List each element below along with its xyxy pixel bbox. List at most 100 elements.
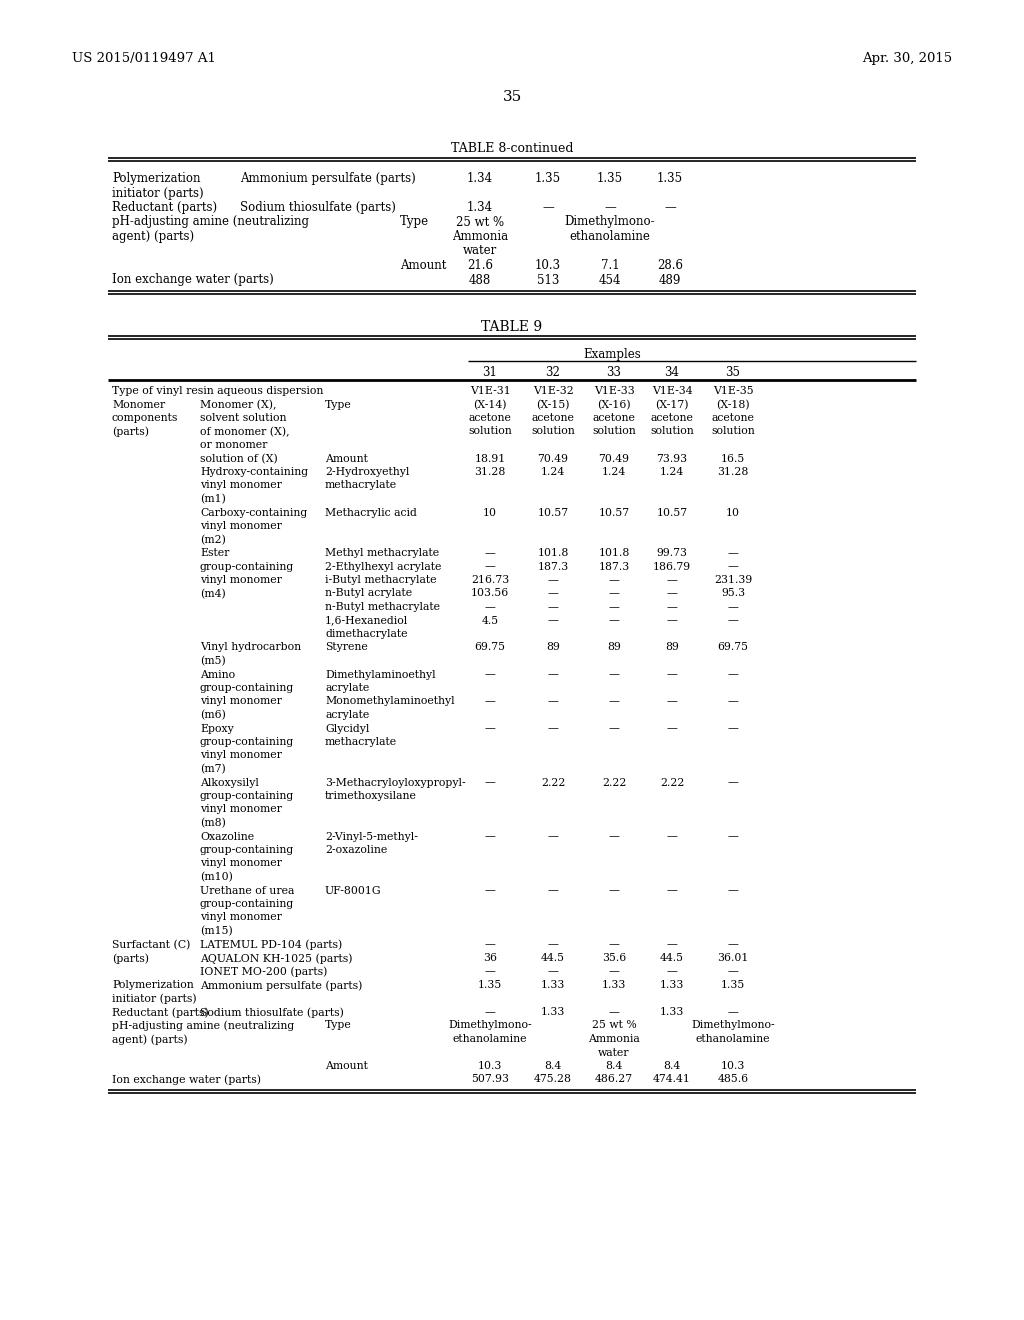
Text: group-containing: group-containing [200,791,294,801]
Text: 1.33: 1.33 [659,979,684,990]
Text: —: — [667,940,678,949]
Text: initiator (parts): initiator (parts) [112,994,197,1005]
Text: acetone: acetone [593,413,636,422]
Text: 99.73: 99.73 [656,548,687,558]
Text: —: — [667,966,678,977]
Text: —: — [548,669,558,680]
Text: ethanolamine: ethanolamine [453,1034,527,1044]
Text: Polymerization: Polymerization [112,172,201,185]
Text: 35: 35 [725,366,740,379]
Text: Amino: Amino [200,669,236,680]
Text: (m4): (m4) [200,589,225,599]
Text: water: water [598,1048,630,1057]
Text: Ion exchange water (parts): Ion exchange water (parts) [112,273,273,286]
Text: —: — [608,576,620,585]
Text: 1,6-Hexanediol: 1,6-Hexanediol [325,615,409,626]
Text: 1.34: 1.34 [467,201,494,214]
Text: acrylate: acrylate [325,710,370,719]
Text: 28.6: 28.6 [657,259,683,272]
Text: —: — [548,723,558,734]
Text: Urethane of urea: Urethane of urea [200,886,294,895]
Text: 25 wt %: 25 wt % [592,1020,636,1031]
Text: solution: solution [650,426,694,437]
Text: 1.33: 1.33 [602,979,627,990]
Text: —: — [667,832,678,842]
Text: —: — [728,697,738,706]
Text: —: — [484,966,496,977]
Text: 2-oxazoline: 2-oxazoline [325,845,387,855]
Text: —: — [608,966,620,977]
Text: 89: 89 [607,643,621,652]
Text: components: components [112,413,178,422]
Text: Vinyl hydrocarbon: Vinyl hydrocarbon [200,643,301,652]
Text: 25 wt %: 25 wt % [456,215,504,228]
Text: Apr. 30, 2015: Apr. 30, 2015 [862,51,952,65]
Text: —: — [608,697,620,706]
Text: methacrylate: methacrylate [325,737,397,747]
Text: or monomer: or monomer [200,440,267,450]
Text: pH-adjusting amine (neutralizing: pH-adjusting amine (neutralizing [112,1020,294,1031]
Text: 31: 31 [482,366,498,379]
Text: 44.5: 44.5 [541,953,565,964]
Text: 1.34: 1.34 [467,172,494,185]
Text: Methyl methacrylate: Methyl methacrylate [325,548,439,558]
Text: Polymerization: Polymerization [112,979,194,990]
Text: 16.5: 16.5 [721,454,745,463]
Text: group-containing: group-containing [200,737,294,747]
Text: group-containing: group-containing [200,561,294,572]
Text: —: — [728,940,738,949]
Text: —: — [665,201,676,214]
Text: —: — [548,940,558,949]
Text: 2.22: 2.22 [659,777,684,788]
Text: 69.75: 69.75 [474,643,506,652]
Text: vinyl monomer: vinyl monomer [200,480,282,491]
Text: —: — [484,777,496,788]
Text: 103.56: 103.56 [471,589,509,598]
Text: initiator (parts): initiator (parts) [112,186,204,199]
Text: —: — [728,886,738,895]
Text: Ammonium persulfate (parts): Ammonium persulfate (parts) [200,979,362,990]
Text: 475.28: 475.28 [534,1074,572,1085]
Text: 101.8: 101.8 [538,548,568,558]
Text: Amount: Amount [325,454,368,463]
Text: 89: 89 [546,643,560,652]
Text: TABLE 9: TABLE 9 [481,319,543,334]
Text: AQUALON KH-1025 (parts): AQUALON KH-1025 (parts) [200,953,352,964]
Text: acetone: acetone [650,413,693,422]
Text: —: — [548,832,558,842]
Text: —: — [608,602,620,612]
Text: —: — [608,723,620,734]
Text: solution: solution [711,426,755,437]
Text: US 2015/0119497 A1: US 2015/0119497 A1 [72,51,216,65]
Text: —: — [667,669,678,680]
Text: 34: 34 [665,366,680,379]
Text: Dimethylmono-: Dimethylmono- [564,215,655,228]
Text: Sodium thiosulfate (parts): Sodium thiosulfate (parts) [200,1007,344,1018]
Text: —: — [484,832,496,842]
Text: 95.3: 95.3 [721,589,745,598]
Text: (X-15): (X-15) [537,400,569,409]
Text: (X-17): (X-17) [655,400,689,409]
Text: —: — [484,697,496,706]
Text: 10.3: 10.3 [721,1061,745,1071]
Text: 2-Ethylhexyl acrylate: 2-Ethylhexyl acrylate [325,561,441,572]
Text: Amount: Amount [400,259,446,272]
Text: —: — [728,615,738,626]
Text: 69.75: 69.75 [718,643,749,652]
Text: 36: 36 [483,953,497,964]
Text: 1.33: 1.33 [541,979,565,990]
Text: 1.24: 1.24 [659,467,684,477]
Text: 10.57: 10.57 [538,507,568,517]
Text: —: — [484,886,496,895]
Text: 187.3: 187.3 [598,561,630,572]
Text: agent) (parts): agent) (parts) [112,1034,187,1044]
Text: 2-Vinyl-5-methyl-: 2-Vinyl-5-methyl- [325,832,418,842]
Text: Reductant (parts): Reductant (parts) [112,201,217,214]
Text: (X-18): (X-18) [716,400,750,409]
Text: UF-8001G: UF-8001G [325,886,382,895]
Text: —: — [484,602,496,612]
Text: solution: solution [531,426,574,437]
Text: —: — [608,886,620,895]
Text: —: — [548,966,558,977]
Text: 89: 89 [665,643,679,652]
